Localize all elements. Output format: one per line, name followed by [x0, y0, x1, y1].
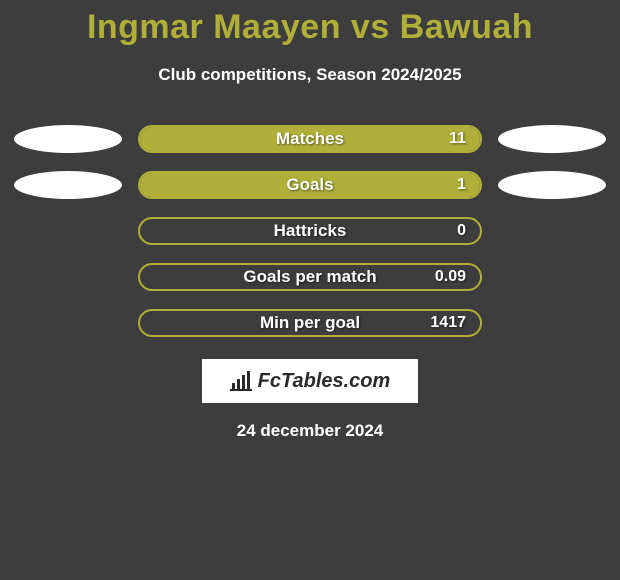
stat-bar: Goals per match 0.09 [138, 263, 482, 291]
stat-bar: Goals 1 [138, 171, 482, 199]
right-ellipse [498, 171, 606, 199]
left-ellipse [14, 171, 122, 199]
comparison-infographic: Ingmar Maayen vs Bawuah Club competition… [0, 0, 620, 441]
stats-rows: Matches 11 Goals 1 Hattricks 0 Goals per match… [0, 125, 620, 337]
stat-row: Goals per match 0.09 [0, 263, 620, 291]
date-label: 24 december 2024 [237, 421, 384, 441]
stat-bar: Min per goal 1417 [138, 309, 482, 337]
stat-label: Matches [276, 129, 344, 149]
stat-label: Hattricks [274, 221, 347, 241]
stat-bar: Matches 11 [138, 125, 482, 153]
right-ellipse [498, 125, 606, 153]
brand-text: FcTables.com [258, 370, 391, 393]
stat-row: Matches 11 [0, 125, 620, 153]
stat-value: 11 [449, 130, 466, 148]
stat-row: Hattricks 0 [0, 217, 620, 245]
stat-value: 1 [457, 176, 466, 194]
brand-box: FcTables.com [202, 359, 418, 403]
stat-label: Goals per match [243, 267, 376, 287]
stat-bar: Hattricks 0 [138, 217, 482, 245]
stat-value: 0 [457, 222, 466, 240]
stat-row: Min per goal 1417 [0, 309, 620, 337]
stat-value: 0.09 [435, 268, 466, 286]
bar-chart-icon [230, 371, 254, 391]
left-ellipse [14, 125, 122, 153]
stat-row: Goals 1 [0, 171, 620, 199]
stat-value: 1417 [430, 314, 466, 332]
page-title: Ingmar Maayen vs Bawuah [87, 8, 533, 47]
stat-label: Min per goal [260, 313, 360, 333]
subtitle: Club competitions, Season 2024/2025 [158, 65, 461, 85]
stat-label: Goals [286, 175, 333, 195]
